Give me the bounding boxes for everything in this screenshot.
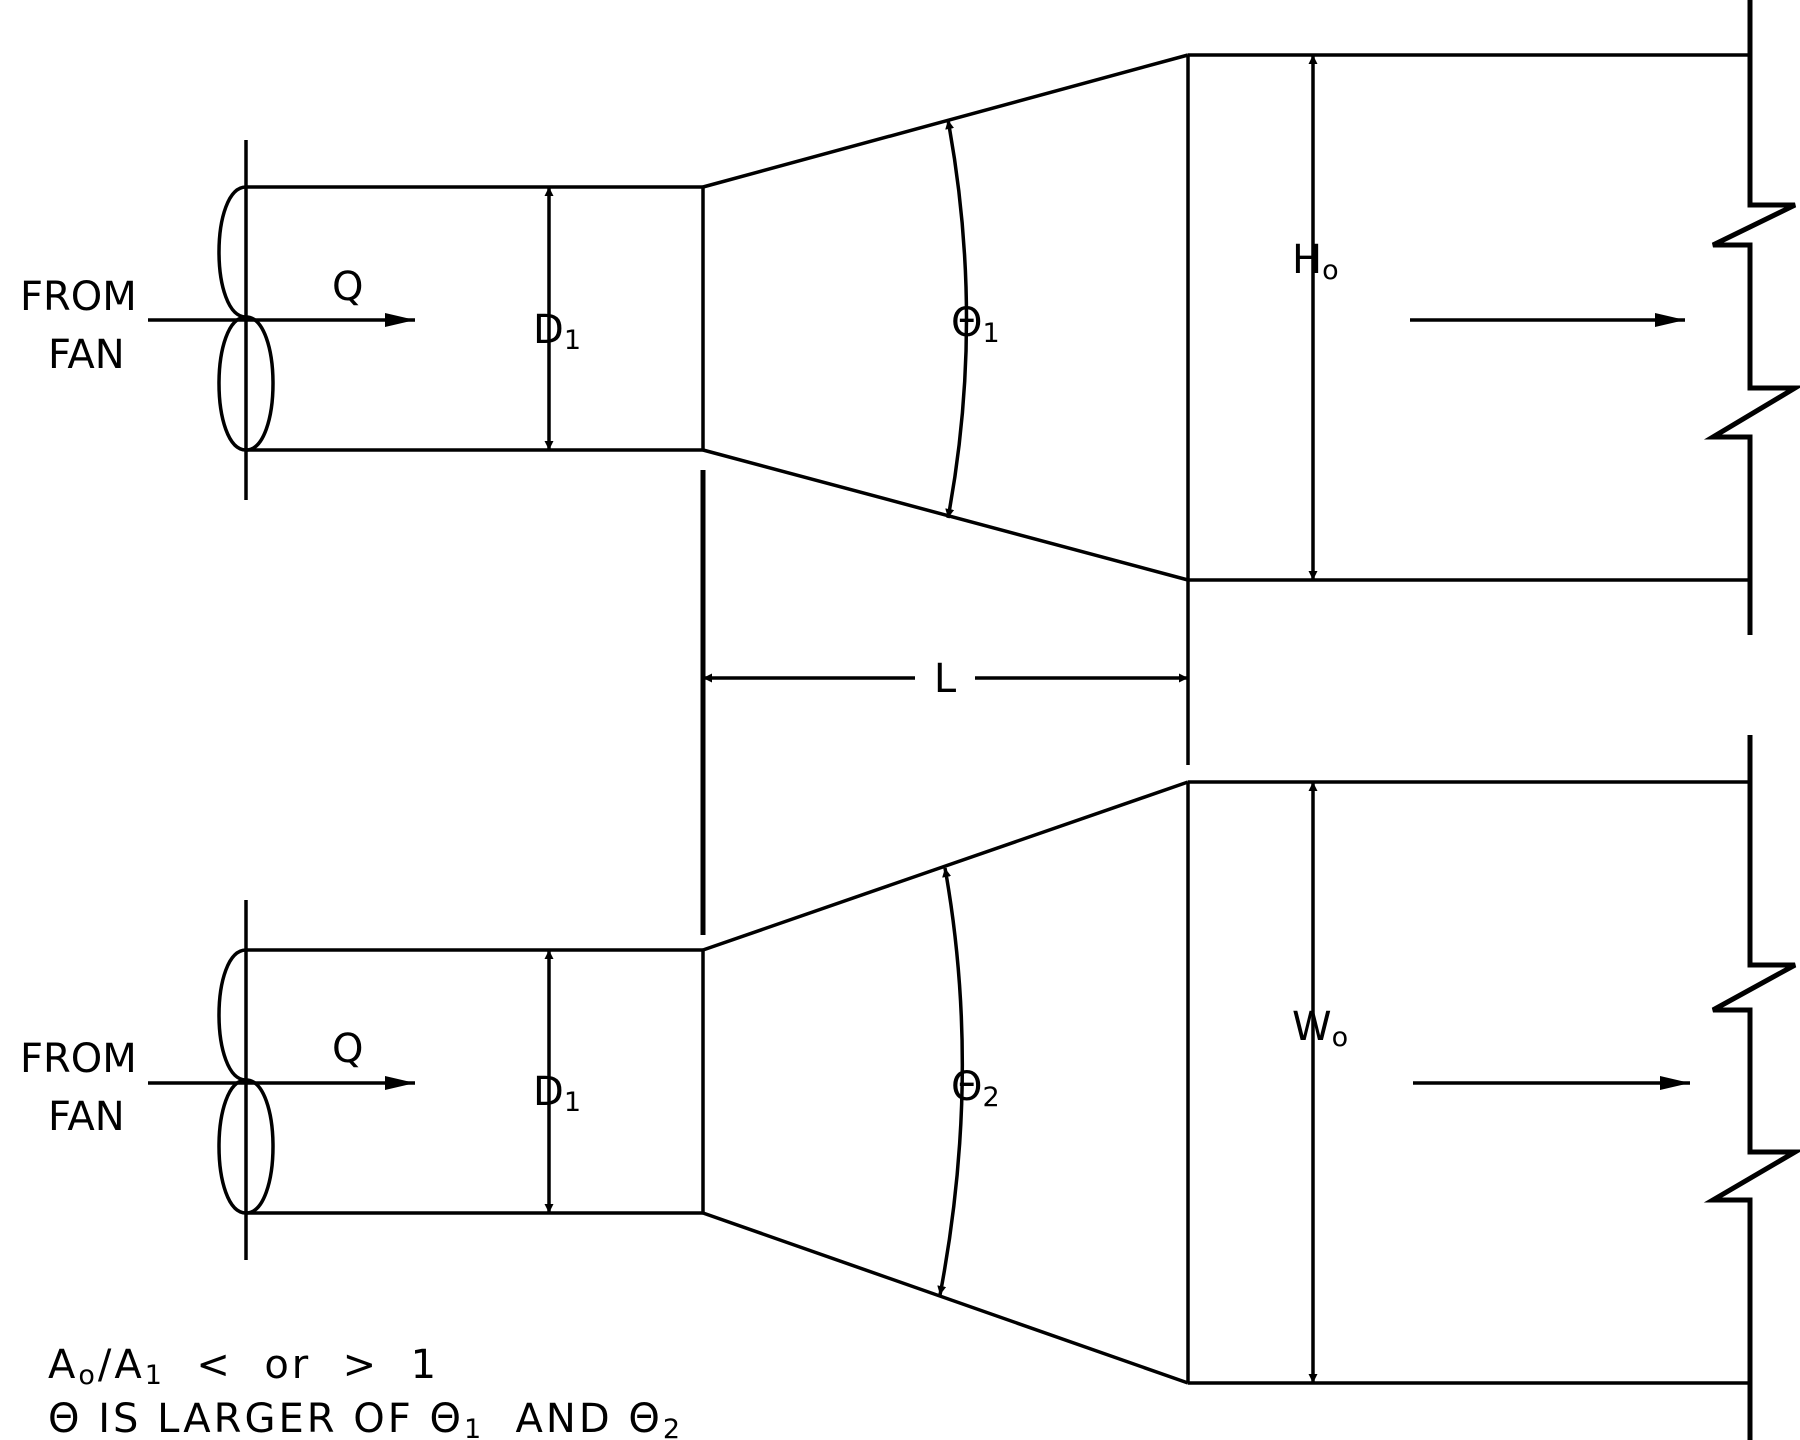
bottom-view	[148, 735, 1800, 1440]
h0-label: Ho	[1292, 237, 1339, 286]
break-line-bottom	[1703, 735, 1800, 1440]
from-fan-label-bottom-line1: FROM	[20, 1036, 137, 1082]
from-fan-label-top-line1: FROM	[20, 274, 137, 320]
length-label: L	[934, 656, 957, 702]
top-view	[148, 0, 1800, 635]
from-fan-label-top-line2: FAN	[48, 332, 125, 378]
transition-upper-edge	[702, 53, 1189, 189]
area-ratio-note: Ao/A1 < or > 1	[48, 1342, 439, 1391]
d1-label-top: D1	[533, 307, 581, 356]
transition-lower-edge	[702, 448, 1189, 582]
theta2-arc	[937, 867, 965, 1296]
w0-label: Wo	[1292, 1004, 1348, 1053]
theta2-label: Θ2	[951, 1064, 1000, 1113]
d1-label-bottom: D1	[533, 1069, 581, 1118]
inlet-pipe-end-bottom	[217, 948, 275, 1215]
flow-label-bottom: Q	[332, 1026, 363, 1072]
transition-lower-edge-bottom	[702, 1211, 1189, 1385]
transition-upper-edge-bottom	[702, 780, 1189, 952]
theta1-label: Θ1	[951, 300, 1000, 349]
inlet-pipe-end-top	[217, 185, 275, 452]
length-dimension: L	[700, 470, 1190, 935]
theta-definition-note: Θ IS LARGER OF Θ1 AND Θ2	[48, 1396, 683, 1440]
break-line-top	[1703, 0, 1800, 635]
theta1-arc	[945, 119, 969, 519]
from-fan-label-bottom-line2: FAN	[48, 1094, 125, 1140]
flow-label-top: Q	[332, 264, 363, 310]
